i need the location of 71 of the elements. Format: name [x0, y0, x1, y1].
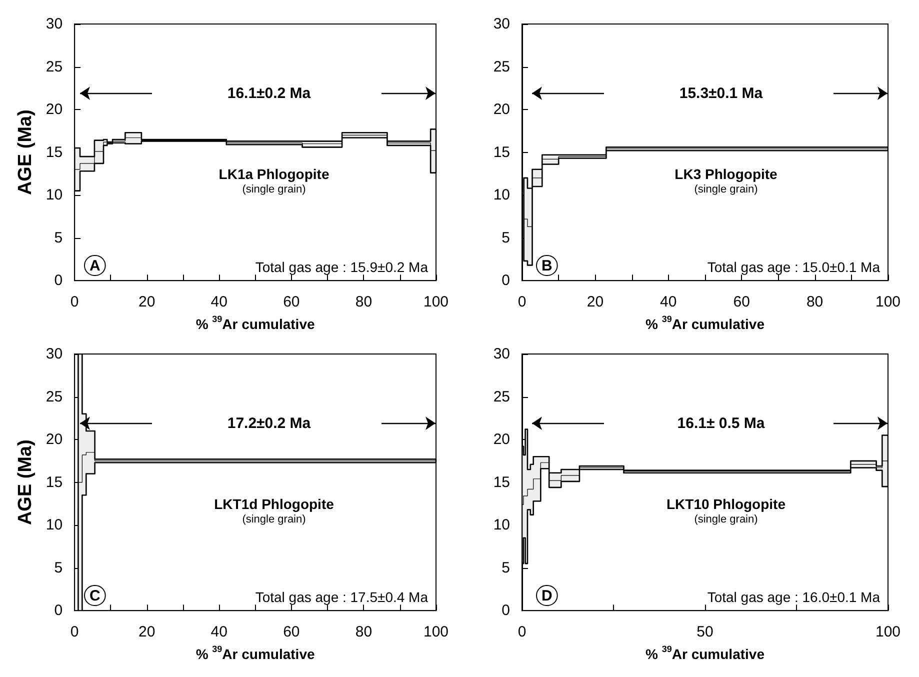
x-tick-label: 60 [733, 294, 750, 311]
x-tick-label: 0 [70, 294, 79, 311]
y-tick-label: 10 [46, 186, 63, 204]
y-tick-label: 15 [493, 474, 510, 491]
x-tick-label: 100 [875, 624, 901, 641]
y-tick-label: 30 [46, 16, 63, 32]
text: (single grain) [242, 514, 306, 526]
y-tick-label: 15 [493, 144, 510, 161]
x-tick-label: 80 [355, 294, 372, 311]
x-tick-label: 80 [806, 294, 824, 311]
y-tick-label: 0 [502, 602, 510, 620]
y-tick-label: 25 [493, 388, 510, 406]
x-tick-label: 0 [518, 294, 526, 311]
y-tick-label: 20 [493, 431, 510, 448]
y-tick-label: 10 [46, 516, 63, 534]
annotation: 16.1± 0.5 Ma [677, 414, 766, 432]
text: (single grain) [694, 184, 758, 196]
y-axis-title: AGE (Ma) [15, 110, 36, 196]
annotation: A [90, 258, 100, 274]
annotation: 16.1±0.2 Ma [227, 84, 312, 102]
y-tick-label: 20 [493, 101, 510, 118]
x-tick-label: 100 [423, 294, 449, 311]
y-tick-label: 0 [54, 602, 63, 620]
annotation: 17.2±0.2 Ma [227, 414, 312, 432]
text: (single grain) [242, 184, 306, 196]
y-tick-label: 5 [502, 229, 510, 246]
y-tick-label: 5 [502, 559, 510, 576]
x-tick-label: 60 [283, 624, 300, 641]
x-tick-label: 80 [355, 624, 372, 641]
x-tick-label: 40 [210, 624, 228, 641]
y-tick-label: 30 [493, 346, 510, 362]
annotation: D [542, 588, 552, 604]
y-tick-label: 10 [493, 516, 510, 534]
y-tick-label: 0 [502, 272, 510, 290]
x-tick-label: 100 [875, 294, 901, 311]
annotation: 15.3±0.1 Ma [679, 84, 764, 102]
y-tick-label: 30 [493, 16, 510, 32]
annotation: Total gas age : 15.9±0.2 Ma [255, 259, 428, 275]
y-tick-label: 25 [46, 388, 63, 406]
x-tick-label: 40 [210, 294, 228, 311]
y-tick-label: 15 [46, 144, 63, 161]
x-tick-label: 20 [138, 624, 156, 641]
y-tick-label: 5 [54, 229, 63, 246]
y-tick-label: 0 [54, 272, 63, 290]
text: (single grain) [694, 514, 758, 526]
annotation: C [90, 588, 100, 604]
annotation: Total gas age : 17.5±0.4 Ma [255, 589, 428, 605]
x-tick-label: 60 [283, 294, 300, 311]
text: LKT10 Phlogopite [666, 496, 786, 512]
x-tick-label: 0 [518, 624, 526, 641]
y-tick-label: 25 [46, 58, 63, 76]
x-tick-label: 20 [138, 294, 156, 311]
annotation: B [542, 258, 552, 274]
x-tick-label: 40 [660, 294, 677, 311]
x-tick-label: 0 [70, 624, 79, 641]
y-axis-title: AGE (Ma) [15, 440, 36, 526]
y-tick-label: 30 [46, 346, 63, 362]
x-tick-label: 100 [423, 624, 449, 641]
annotation: Total gas age : 16.0±0.1 Ma [707, 589, 880, 605]
annotation: Total gas age : 15.0±0.1 Ma [707, 259, 880, 275]
y-tick-label: 25 [493, 58, 510, 76]
y-tick-label: 10 [493, 186, 510, 204]
text: LK3 Phlogopite [674, 166, 778, 182]
y-tick-label: 15 [46, 474, 63, 491]
x-tick-label: 20 [586, 294, 604, 311]
y-tick-label: 5 [54, 559, 63, 576]
x-tick-label: 50 [696, 624, 714, 641]
text: LKT1d Phlogopite [214, 496, 334, 512]
text: LK1a Phlogopite [218, 166, 330, 182]
y-tick-label: 20 [46, 431, 63, 448]
y-tick-label: 20 [46, 101, 63, 118]
